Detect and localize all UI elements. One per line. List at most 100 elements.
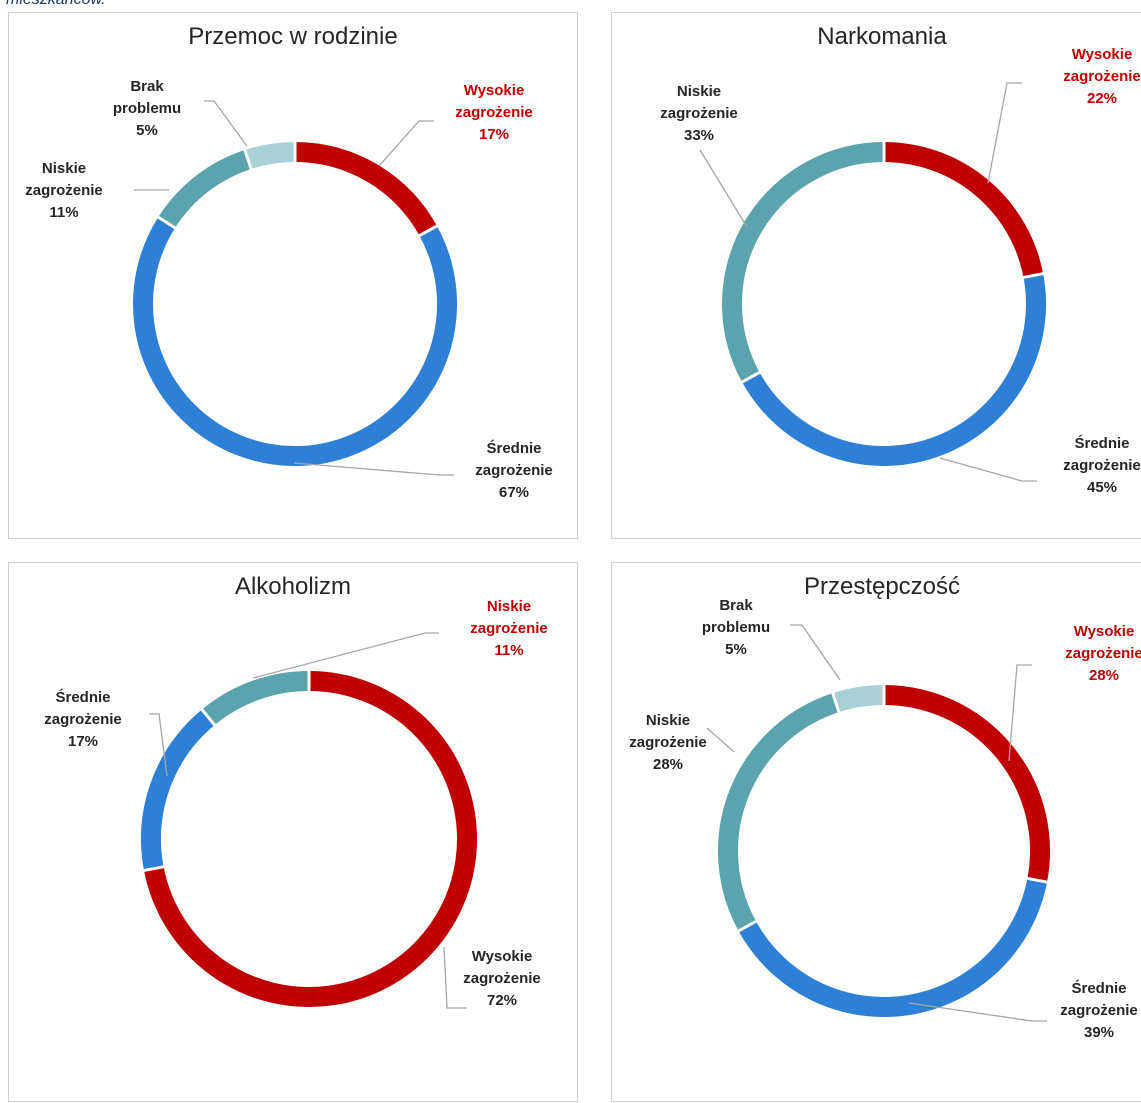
- leader-line: [939, 457, 1037, 482]
- data-label-name-line1: Wysokie: [471, 948, 533, 965]
- donut-chart-przestepczosc: [706, 624, 1050, 1022]
- data-label-name-line1: Brak: [719, 597, 753, 614]
- data-label-name-line1: Średnie: [1071, 980, 1127, 997]
- data-label-name-line1: Niskie: [645, 712, 691, 729]
- donut-slice-niskie: [718, 693, 839, 931]
- donut-slice-brak: [244, 142, 296, 170]
- slice-separator: [142, 865, 165, 873]
- data-label-niskie: Niskie zagrożenie 11%: [25, 158, 103, 224]
- leader-line: [987, 82, 1022, 184]
- data-label-wysokie: Wysokie zagrożenie 17%: [455, 80, 533, 146]
- data-label-wysokie: Wysokie zagrożenie 72%: [463, 946, 541, 1012]
- leader-line: [252, 632, 439, 679]
- data-label-name-line1: Niskie: [41, 160, 87, 177]
- data-label-name-line2: zagrożenie: [660, 105, 738, 122]
- donut-slice-srednie: [738, 878, 1048, 1017]
- leader-line: [699, 149, 748, 228]
- chart-panel-przemoc: Przemoc w rodzinie Wysokie zagrożenie 17% Ś…: [8, 12, 578, 539]
- data-label-name-line1: Średnie: [55, 689, 111, 706]
- data-label-name-line2: zagrożenie: [455, 104, 533, 121]
- slice-separator: [1022, 271, 1045, 280]
- data-label-name-line1: Średnie: [486, 440, 542, 457]
- donut-slice-srednie: [133, 217, 457, 466]
- slice-separator: [243, 148, 253, 171]
- donut-chart-alkoholizm: [141, 632, 477, 1009]
- leader-line: [790, 624, 841, 681]
- data-label-name-line2: problemu: [112, 100, 182, 117]
- data-label-srednie: Średnie zagrożenie 67%: [475, 438, 553, 504]
- leader-line: [908, 1002, 1047, 1022]
- data-label-value-label: 28%: [652, 756, 684, 773]
- leader-line: [706, 727, 735, 753]
- data-label-name-line2: problemu: [701, 619, 771, 636]
- donut-slice-wysokie: [883, 685, 1050, 883]
- data-label-name-line2: zagrożenie: [475, 462, 553, 479]
- data-label-name-line1: Niskie: [676, 83, 722, 100]
- data-label-niskie: Niskie zagrożenie 33%: [660, 81, 738, 147]
- data-label-name-line2: zagrożenie: [1065, 645, 1141, 662]
- donut-slice-wysokie: [294, 142, 437, 236]
- data-label-niskie: Niskie zagrożenie 11%: [470, 596, 548, 662]
- donut-slice-niskie: [722, 142, 885, 383]
- donut-slice-brak: [832, 685, 885, 713]
- slice-separator: [417, 224, 439, 238]
- slice-separator: [736, 919, 758, 933]
- data-label-niskie: Niskie zagrożenie 28%: [629, 710, 707, 776]
- donut-slice-wysokie: [143, 671, 477, 1007]
- data-label-name-line2: zagrożenie: [44, 711, 122, 728]
- data-label-name-line1: Wysokie: [1071, 46, 1133, 63]
- slice-separator: [1026, 876, 1049, 884]
- donut-slice-srednie: [141, 709, 215, 871]
- data-label-name-line1: Wysokie: [1073, 623, 1135, 640]
- data-label-brak: Brak problemu 5%: [702, 595, 770, 661]
- slice-separator: [830, 691, 841, 714]
- data-label-value-label: 5%: [725, 641, 747, 658]
- data-label-name-line2: zagrożenie: [1063, 68, 1141, 85]
- slice-separator: [156, 215, 177, 230]
- data-label-name-line1: Wysokie: [463, 82, 525, 99]
- leader-line: [378, 120, 434, 167]
- donut-chart-przemoc: [133, 100, 457, 476]
- data-label-value-label: 11%: [49, 204, 79, 221]
- data-label-srednie: Średnie zagrożenie 39%: [1060, 978, 1138, 1044]
- leader-line: [204, 100, 248, 147]
- data-label-name-line1: Średnie: [1074, 435, 1130, 452]
- leader-line: [293, 462, 454, 476]
- data-label-value-label: 45%: [1086, 479, 1118, 496]
- data-label-value-label: 5%: [136, 122, 158, 139]
- page-caption: mieszkańców.: [6, 0, 106, 9]
- chart-panel-alkoholizm: Alkoholizm Wysokie zagrożenie 72% Średnie za…: [8, 562, 578, 1102]
- donut-slice-niskie: [158, 149, 252, 229]
- slice-separator: [200, 707, 217, 727]
- data-label-value-label: 67%: [498, 484, 530, 501]
- donut-slice-srednie: [742, 273, 1046, 466]
- chart-title: Narkomania: [817, 23, 947, 50]
- data-label-wysokie: Wysokie zagrożenie 28%: [1065, 621, 1141, 687]
- chart-title: Alkoholizm: [234, 573, 352, 600]
- data-label-name-line2: zagrożenie: [1060, 1002, 1138, 1019]
- leader-line: [443, 946, 467, 1009]
- donut-slice-niskie: [201, 671, 310, 726]
- chart-title: Przemoc w rodzinie: [188, 23, 398, 50]
- data-label-value-label: 11%: [494, 642, 524, 659]
- chart-panel-narkomania: Narkomania Wysokie zagrożenie 22% Średnie za…: [611, 12, 1141, 539]
- data-label-name-line2: zagrożenie: [1063, 457, 1141, 474]
- data-label-brak: Brak problemu 5%: [113, 76, 181, 142]
- data-label-name-line1: Brak: [130, 78, 164, 95]
- data-label-name-line2: zagrożenie: [470, 620, 548, 637]
- donut-chart-narkomania: [699, 82, 1046, 482]
- data-label-name-line2: zagrożenie: [629, 734, 707, 751]
- data-label-name-line2: zagrożenie: [25, 182, 103, 199]
- data-label-value-label: 72%: [486, 992, 518, 1009]
- data-label-value-label: 39%: [1083, 1024, 1115, 1041]
- data-label-value-label: 33%: [683, 127, 715, 144]
- data-label-value-label: 28%: [1088, 667, 1120, 684]
- data-label-name-line1: Niskie: [486, 598, 532, 615]
- data-label-srednie: Średnie zagrożenie 17%: [44, 687, 122, 753]
- slice-separator: [740, 370, 762, 384]
- data-label-value-label: 17%: [67, 733, 99, 750]
- data-label-srednie: Średnie zagrożenie 45%: [1063, 433, 1141, 499]
- data-label-wysokie: Wysokie zagrożenie 22%: [1063, 44, 1141, 110]
- leader-line: [1008, 664, 1032, 762]
- leader-line: [149, 713, 168, 777]
